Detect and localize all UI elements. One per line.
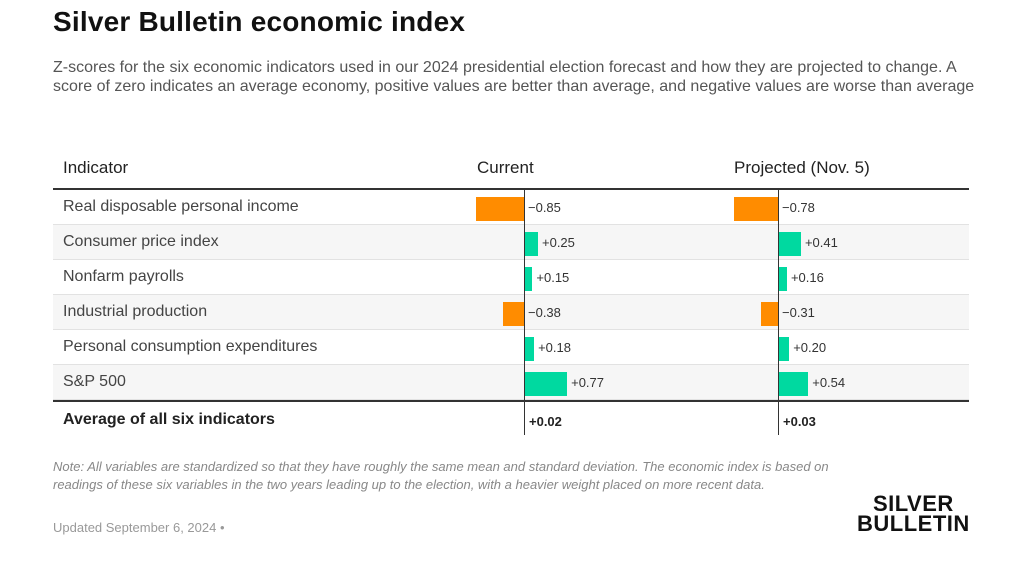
table-row: Nonfarm payrolls +0.15 +0.16 bbox=[53, 260, 969, 295]
projected-value-label: −0.31 bbox=[782, 305, 815, 320]
current-value-label: +0.77 bbox=[571, 375, 605, 390]
current-bar bbox=[502, 302, 524, 326]
projected-value-label: −0.78 bbox=[782, 200, 815, 215]
table-row: Industrial production −0.38 −0.31 bbox=[53, 295, 969, 330]
projected-value-label: +0.16 bbox=[790, 270, 824, 285]
average-current-value: +0.02 bbox=[529, 414, 562, 429]
current-value-label: +0.25 bbox=[542, 235, 575, 250]
header-current: Current bbox=[477, 158, 534, 177]
current-zero-axis bbox=[524, 190, 525, 435]
header-indicator: Indicator bbox=[63, 158, 129, 177]
projected-value-label: +0.20 bbox=[793, 340, 827, 355]
indicator-label: Real disposable personal income bbox=[63, 198, 299, 215]
silver-bulletin-logo: SILVER BULLETIN bbox=[857, 491, 970, 536]
average-label: Average of all six indicators bbox=[63, 411, 275, 428]
current-value-label: −0.38 bbox=[528, 305, 561, 320]
projected-bar bbox=[778, 267, 787, 291]
header-projected: Projected (Nov. 5) bbox=[734, 158, 870, 177]
projected-bar bbox=[778, 232, 801, 256]
table-row: Personal consumption expenditures +0.18 +0… bbox=[53, 330, 969, 365]
table-header: Indicator Current Projected (Nov. 5) bbox=[53, 150, 969, 190]
logo-line-2: BULLETIN bbox=[857, 511, 970, 536]
indicator-label: S&P 500 bbox=[63, 373, 126, 390]
table-row: Consumer price index +0.25 +0.41 bbox=[53, 225, 969, 260]
projected-bar bbox=[734, 197, 778, 221]
average-projected-value: +0.03 bbox=[783, 414, 816, 429]
current-bar bbox=[476, 197, 524, 221]
projected-zero-axis bbox=[778, 190, 779, 435]
page-subtitle: Z-scores for the six economic indicators… bbox=[53, 59, 975, 95]
page-title: Silver Bulletin economic index bbox=[53, 6, 466, 37]
footnote: Note: All variables are standardized so … bbox=[53, 459, 829, 492]
current-value-label: +0.18 bbox=[538, 340, 571, 355]
table-row: Real disposable personal income −0.85 −0.7… bbox=[53, 190, 969, 225]
current-bar bbox=[524, 267, 533, 291]
table-row: S&P 500 +0.77 +0.54 bbox=[53, 365, 969, 400]
current-bar bbox=[524, 372, 568, 396]
projected-bar bbox=[778, 337, 790, 361]
current-bar bbox=[524, 337, 535, 361]
indicator-label: Industrial production bbox=[63, 303, 208, 320]
current-bar bbox=[524, 232, 538, 256]
projected-bar bbox=[760, 302, 778, 326]
logo-line-1: SILVER bbox=[872, 491, 954, 516]
projected-value-label: +0.41 bbox=[804, 235, 838, 250]
updated-date: Updated September 6, 2024 • bbox=[53, 520, 225, 535]
projected-bar bbox=[778, 372, 809, 396]
indicator-label: Nonfarm payrolls bbox=[63, 268, 184, 285]
indicator-label: Personal consumption expenditures bbox=[63, 338, 318, 355]
current-value-label: +0.15 bbox=[536, 270, 570, 285]
current-value-label: −0.85 bbox=[528, 200, 561, 215]
indicator-label: Consumer price index bbox=[63, 233, 219, 250]
average-row: Average of all six indicators +0.02 +0.0… bbox=[53, 400, 969, 437]
table-body: Real disposable personal income −0.85 −0.7… bbox=[53, 190, 969, 400]
projected-value-label: +0.54 bbox=[812, 375, 846, 390]
index-table: Indicator Current Projected (Nov. 5) Rea… bbox=[53, 150, 969, 437]
